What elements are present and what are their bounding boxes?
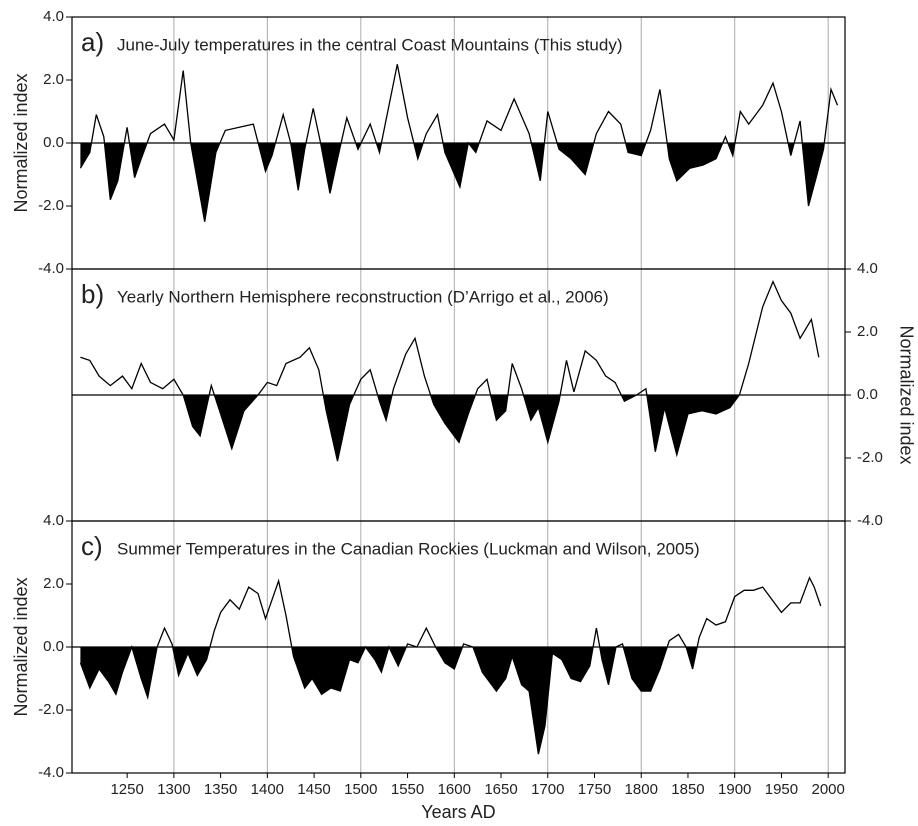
x-tick-label: 1750 bbox=[578, 781, 611, 798]
x-tick-label: 1500 bbox=[344, 781, 377, 798]
panel-label: b) bbox=[81, 279, 104, 309]
panel-title: Yearly Northern Hemisphere reconstructio… bbox=[117, 287, 609, 306]
panel-frame bbox=[71, 520, 846, 774]
y-tick-label: 2.0 bbox=[43, 71, 64, 88]
negative-area bbox=[80, 143, 838, 222]
x-tick-label: 1550 bbox=[391, 781, 424, 798]
x-tick-label: 2000 bbox=[811, 781, 844, 798]
y-axis-title: Normalized index bbox=[896, 325, 916, 464]
x-tick-label: 1600 bbox=[438, 781, 471, 798]
x-tick-label: 1900 bbox=[718, 781, 751, 798]
y-tick-label: -2.0 bbox=[857, 449, 883, 466]
x-tick-label: 1450 bbox=[297, 781, 330, 798]
x-tick-label: 1650 bbox=[484, 781, 517, 798]
x-tick-label: 1250 bbox=[110, 781, 143, 798]
y-tick-label: 0.0 bbox=[43, 638, 64, 655]
negative-area bbox=[80, 395, 819, 462]
y-axis-title: Normalized index bbox=[11, 577, 31, 716]
x-tick-label: 1300 bbox=[157, 781, 190, 798]
x-tick-label: 1350 bbox=[204, 781, 237, 798]
x-tick-label: 1800 bbox=[625, 781, 658, 798]
data-line bbox=[80, 279, 820, 462]
panel-title: June-July temperatures in the central Co… bbox=[117, 35, 623, 54]
y-tick-label: 4.0 bbox=[43, 8, 64, 25]
negative-area bbox=[80, 647, 821, 755]
x-tick-label: 1950 bbox=[765, 781, 798, 798]
y-tick-label: 4.0 bbox=[43, 512, 64, 529]
y-tick-label: -2.0 bbox=[38, 197, 64, 214]
y-tick-label: 2.0 bbox=[43, 575, 64, 592]
panel-label: a) bbox=[81, 27, 104, 57]
y-tick-label: 0.0 bbox=[43, 134, 64, 151]
data-line bbox=[79, 576, 822, 755]
x-axis-title: Years AD bbox=[421, 802, 495, 822]
y-tick-label: 0.0 bbox=[857, 386, 878, 403]
y-tick-label: -2.0 bbox=[38, 701, 64, 718]
y-tick-label: -4.0 bbox=[38, 260, 64, 277]
panel-title: Summer Temperatures in the Canadian Rock… bbox=[117, 539, 700, 558]
x-tick-label: 1850 bbox=[671, 781, 704, 798]
x-tick-label: 1700 bbox=[531, 781, 564, 798]
y-tick-label: -4.0 bbox=[857, 512, 883, 529]
y-tick-label: 2.0 bbox=[857, 323, 878, 340]
y-tick-label: 4.0 bbox=[857, 260, 878, 277]
x-tick-label: 1400 bbox=[251, 781, 284, 798]
y-axis-title: Normalized index bbox=[11, 73, 31, 212]
y-tick-label: -4.0 bbox=[38, 764, 64, 781]
panel-label: c) bbox=[81, 531, 103, 561]
